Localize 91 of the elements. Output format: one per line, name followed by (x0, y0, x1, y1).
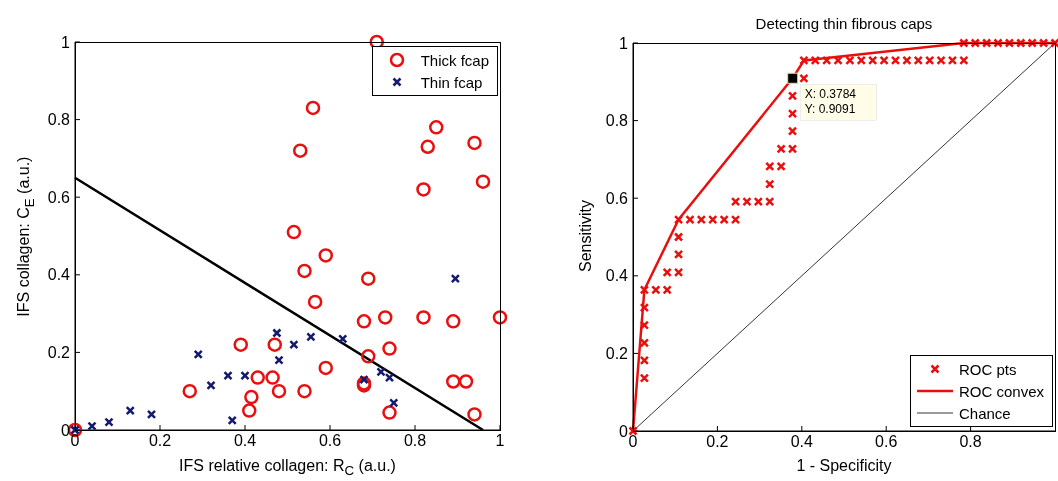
point (361, 271, 376, 286)
point (306, 332, 316, 342)
point (764, 179, 775, 189)
x-tick-label: 0.6 (318, 432, 342, 450)
point (384, 372, 395, 383)
point (639, 302, 650, 313)
y-tick-label: 0.8 (605, 112, 629, 130)
point (227, 415, 237, 426)
point (250, 370, 265, 385)
point (639, 373, 650, 383)
x-tick-label: 0.8 (403, 432, 427, 450)
y-axis-title: Sensitivity (577, 199, 595, 274)
point (104, 417, 114, 427)
point (673, 249, 684, 260)
point (223, 370, 233, 381)
point (307, 294, 323, 310)
point (305, 100, 321, 116)
legend-label: ROC convex (958, 382, 1044, 400)
y-tick-label: 0.4 (605, 267, 629, 285)
y-tick-label: 0.6 (47, 188, 71, 206)
point (787, 126, 798, 136)
point (376, 367, 386, 377)
point (787, 91, 798, 101)
point (289, 339, 299, 350)
point (492, 310, 508, 325)
point (467, 135, 482, 151)
y-tick-label: 0.2 (605, 345, 629, 363)
point (206, 380, 216, 391)
point (382, 341, 397, 356)
point (293, 143, 308, 158)
legend-label: ROC pts (958, 360, 1017, 378)
point (146, 409, 157, 420)
legend-label: Thick fcap (420, 51, 489, 69)
point (450, 273, 461, 284)
point (242, 403, 257, 418)
point (125, 405, 135, 416)
legend-label: Thin fcap (420, 73, 483, 91)
point (389, 398, 399, 408)
point (429, 120, 444, 135)
annotation: X: 0.3784 Y: 0.9091 (804, 87, 857, 117)
x-tick-label: 0.2 (148, 432, 172, 450)
x-tick-label: 0.8 (959, 433, 982, 451)
y-tick-label: 1 (619, 34, 629, 52)
point (420, 139, 435, 155)
point (338, 334, 348, 344)
point (267, 337, 282, 352)
point (799, 73, 809, 84)
chart-title: Detecting thin fibrous caps (754, 15, 934, 32)
point (274, 355, 284, 365)
point (416, 182, 431, 197)
y-tick-label: 0.4 (47, 266, 71, 284)
x-tick-label: 0.4 (790, 433, 814, 451)
point (416, 310, 431, 325)
x-tick-label: 0.6 (875, 433, 898, 451)
point (361, 349, 376, 364)
point (673, 232, 684, 242)
point (240, 370, 250, 381)
point (233, 337, 248, 352)
y-tick-label: 0.8 (47, 111, 71, 129)
point (297, 383, 312, 399)
point (87, 421, 97, 431)
point (244, 389, 259, 405)
x-axis-title: 1 - Specificity (795, 457, 893, 475)
point (318, 360, 333, 376)
point (318, 248, 333, 263)
point (639, 355, 650, 366)
point (297, 263, 312, 279)
point (458, 374, 474, 389)
point (356, 314, 372, 329)
y-tick-label: 0.2 (47, 344, 71, 362)
point (475, 174, 491, 189)
point (193, 349, 203, 360)
point (467, 407, 482, 422)
point (272, 328, 282, 338)
x-axis-title: IFS relative collagen: R$_{C}$ (a.u.) (178, 457, 397, 479)
y-tick-label: 1 (61, 33, 71, 51)
point (787, 108, 798, 119)
point (378, 310, 393, 325)
point (446, 374, 461, 389)
y-tick-label: 0.6 (605, 189, 629, 207)
legend-label: Chance (958, 404, 1011, 422)
point (182, 383, 197, 399)
point (639, 320, 650, 330)
point (286, 224, 302, 240)
x-tick-label: 1 (495, 432, 505, 450)
point (446, 314, 461, 329)
x-tick-label: 0.2 (706, 433, 729, 451)
point (265, 370, 280, 385)
point (382, 405, 397, 420)
point (271, 383, 287, 399)
x-tick-label: 0.4 (233, 432, 257, 450)
